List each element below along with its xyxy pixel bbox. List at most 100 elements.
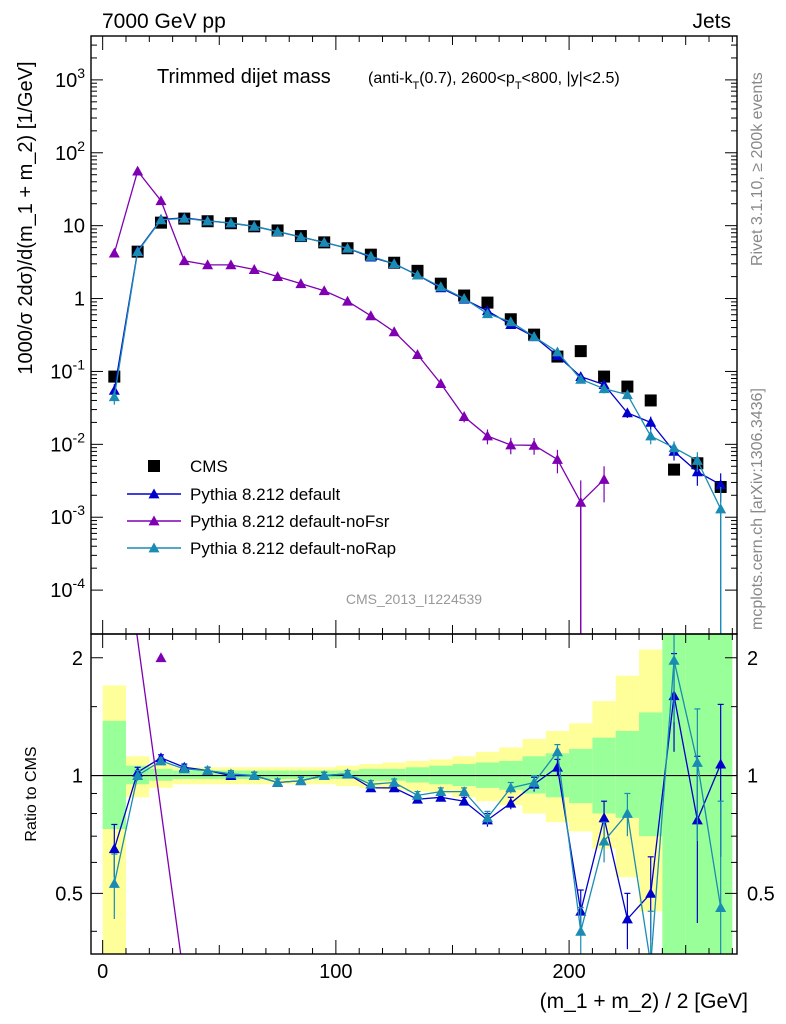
norap-point [551,346,563,357]
ratio-y-tick-label: 2 [72,648,83,670]
norap-ratio-point [505,782,517,793]
top-y-tick-label: 1 [74,289,85,311]
top-plot-frame [90,35,738,635]
ratio-y-tick-label: 0.5 [55,883,83,905]
norap-ratio-point [598,835,610,846]
norap-point [342,242,354,253]
norap-point [202,215,214,226]
legend-label-norap: Pythia 8.212 default-noRap [190,539,396,558]
header-right-label: Jets [692,10,731,33]
nofsr-point [411,349,423,360]
default-ratio-point [621,913,633,924]
norap-point [318,236,330,247]
norap-point [598,383,610,394]
norap-ratio-point [225,768,237,779]
ratio-band-inner [102,720,126,830]
nofsr-point [388,326,400,337]
norap-point [458,293,470,303]
norap-ratio-point [458,786,470,796]
nofsr-point [551,453,563,464]
ratio-plot-series [108,634,727,969]
default-ratio-point [388,782,400,793]
norap-ratio-point [435,786,447,796]
norap-point [621,389,633,400]
nofsr-point [202,259,214,270]
norap-point [178,212,190,223]
default-ratio-point [435,791,447,802]
top-y-tick-label: 10 [63,216,85,238]
default-point [108,384,120,395]
default-ratio-point [598,812,610,823]
ratio-plot-frame [90,633,738,955]
cms-data-point [574,345,587,358]
default-point [715,479,727,490]
norap-point [668,442,680,453]
nofsr-point [295,278,307,289]
norap-ratio-point [715,902,727,912]
ratio-band-inner [265,770,290,779]
norap-ratio-point [551,746,563,757]
nofsr-point [458,411,470,422]
norap-ratio-point [178,763,190,774]
norap-ratio-point [481,812,493,823]
ratio-band-inner [662,634,686,954]
norap-point [225,217,237,228]
nofsr-point [365,310,377,321]
legend-marker-nofsr [148,515,160,526]
norap-ratio-point [132,770,144,780]
norap-point [575,373,587,384]
legend-marker-norap [148,542,160,553]
default-ratio-point [715,758,727,769]
ratio-y-tick-label-right: 2 [747,648,758,670]
norap-ratio-point [108,877,120,888]
norap-point [132,246,144,257]
default-ratio-point [458,795,470,806]
plot-title-suffix: (anti-kT(0.7), 2600<pT<800, |y|<2.5) [368,70,620,92]
default-point [645,416,657,427]
cms-data-point [621,380,634,393]
main-plot-series [108,165,727,634]
norap-point [481,308,493,319]
nofsr-point [272,271,284,282]
norap-ratio-point [645,959,656,969]
analysis-watermark: CMS_2013_I1224539 [346,591,482,607]
cms-data-point [598,370,611,383]
nofsr-point [598,473,610,484]
ratio-band-inner [289,770,313,779]
norap-ratio-point [691,756,703,767]
ratio-band-inner [639,712,663,837]
top-y-tick-label: 10-3 [50,502,85,529]
norap-point [248,220,260,231]
nofsr-point [481,430,493,441]
nofsr-point [178,255,190,266]
norap-ratio-point [621,807,633,818]
ratio-band-inner [359,768,383,781]
x-axis-label: (m_1 + m_2) / 2 [GeV] [540,990,748,1013]
norap-ratio-point [575,925,587,936]
norap-ratio-point [342,768,354,779]
legend: CMS Pythia 8.212 default Pythia 8.212 defa… [127,457,396,558]
top-y-axis-label: 1000/σ 2dσ)/d(m_1 + m_2) [1/GeV] [15,61,37,374]
top-y-tick-label: 103 [55,65,85,92]
nofsr-point [528,439,540,450]
default-ratio-point [108,843,120,854]
norap-point [155,214,167,225]
ratio-band-inner [172,770,196,779]
nofsr-point [248,264,260,274]
nofsr-point [342,295,354,306]
x-tick-label: 200 [552,961,585,983]
top-y-tick-label: 10-2 [50,429,85,456]
ratio-y-tick-label: 1 [72,766,83,788]
header-left-label: 7000 GeV pp [102,10,226,33]
nofsr-ratio-point [155,652,167,663]
nofsr-point [318,285,330,296]
default-ratio-point [645,887,657,898]
x-tick-label: 0 [97,961,108,983]
legend-label-cms: CMS [190,457,228,476]
norap-point [528,331,540,342]
norap-ratio-point [248,770,260,780]
norap-point [435,281,447,292]
norap-point [295,231,307,242]
ratio-y-tick-label-right: 0.5 [747,883,775,905]
